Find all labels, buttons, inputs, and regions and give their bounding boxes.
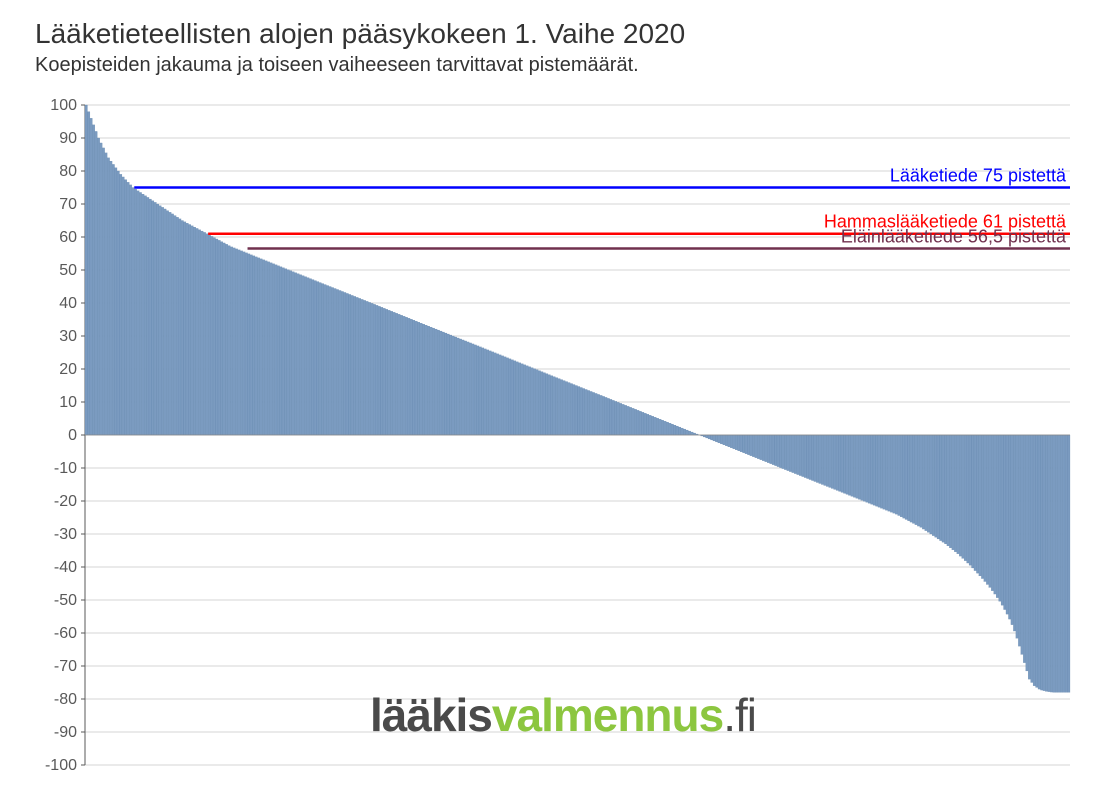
svg-text:60: 60 — [59, 229, 77, 246]
svg-text:-20: -20 — [54, 493, 77, 510]
svg-text:80: 80 — [59, 163, 77, 180]
svg-text:-30: -30 — [54, 526, 77, 543]
svg-text:-10: -10 — [54, 460, 77, 477]
svg-text:100: 100 — [50, 97, 77, 114]
svg-text:30: 30 — [59, 328, 77, 345]
page-subtitle: Koepisteiden jakauma ja toiseen vaiheese… — [35, 54, 639, 77]
svg-text:-50: -50 — [54, 592, 77, 609]
svg-text:0: 0 — [68, 427, 77, 444]
svg-text:90: 90 — [59, 130, 77, 147]
svg-text:20: 20 — [59, 361, 77, 378]
svg-text:Lääketiede 75 pistettä: Lääketiede 75 pistettä — [890, 166, 1067, 186]
svg-text:40: 40 — [59, 295, 77, 312]
svg-text:10: 10 — [59, 394, 77, 411]
page-title: Lääketieteellisten alojen pääsykokeen 1.… — [35, 18, 685, 50]
svg-text:50: 50 — [59, 262, 77, 279]
svg-text:Eläinlääketiede 56,5 pistettä: Eläinlääketiede 56,5 pistettä — [841, 227, 1067, 247]
svg-text:-60: -60 — [54, 625, 77, 642]
svg-text:70: 70 — [59, 196, 77, 213]
svg-text:-40: -40 — [54, 559, 77, 576]
svg-text:-80: -80 — [54, 691, 77, 708]
svg-text:-70: -70 — [54, 658, 77, 675]
page-container: Lääketieteellisten alojen pääsykokeen 1.… — [0, 0, 1095, 793]
distribution-chart: 1009080706050403020100-10-20-30-40-50-60… — [35, 95, 1075, 775]
svg-text:-90: -90 — [54, 724, 77, 741]
svg-text:-100: -100 — [45, 757, 77, 774]
